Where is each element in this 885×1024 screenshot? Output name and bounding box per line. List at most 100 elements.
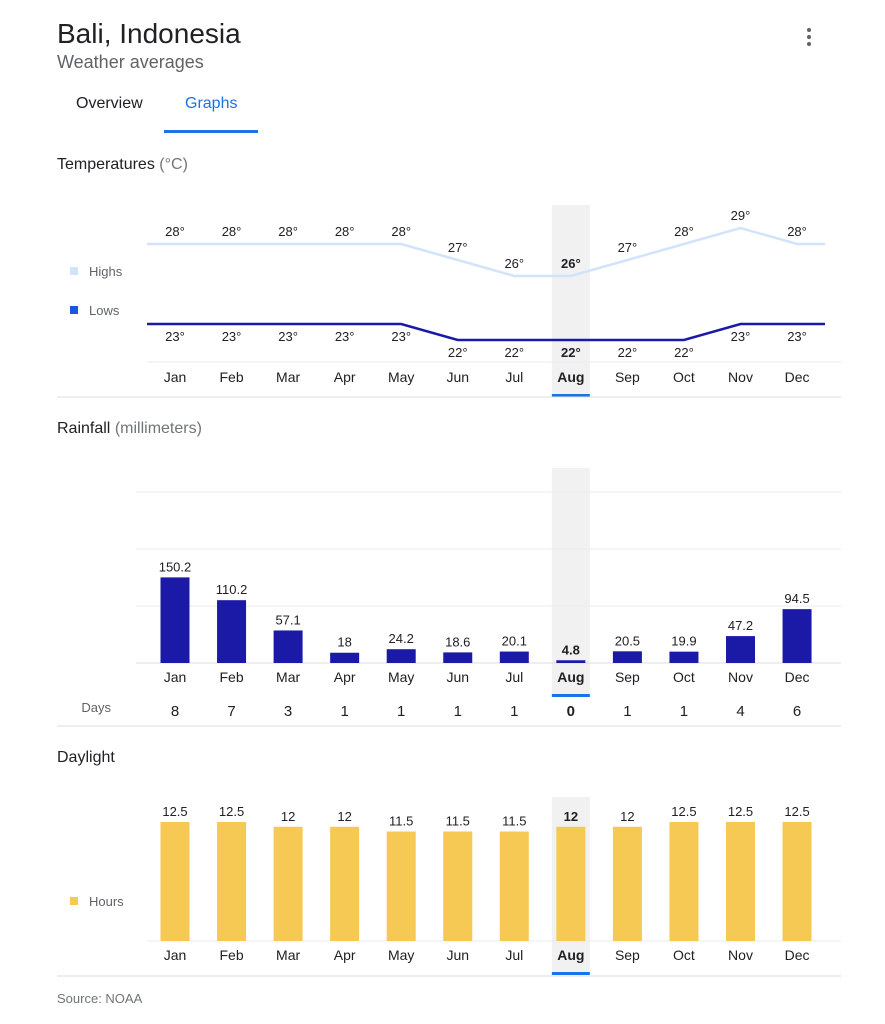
daylight-title: Daylight [57, 749, 115, 766]
daylight-month-aug: Aug [557, 947, 584, 963]
rain-month-oct: Oct [673, 669, 695, 685]
daylight-value-label: 12.5 [671, 804, 696, 819]
daylight-bar [556, 826, 586, 941]
rain-bar [782, 609, 812, 663]
temp-month-may: May [388, 369, 414, 385]
tab-overview[interactable]: Overview [76, 95, 143, 112]
high-label: 26° [561, 256, 581, 271]
highs-line [147, 226, 825, 278]
selected-month-indicator [551, 972, 590, 975]
temp-month-sep: Sep [615, 369, 640, 385]
selected-month-indicator [551, 694, 590, 697]
rain-bar [443, 652, 473, 663]
lows-line [147, 322, 825, 342]
temp-month-nov: Nov [728, 369, 753, 385]
daylight-month-jan: Jan [164, 947, 187, 963]
rain-month-nov: Nov [728, 669, 753, 685]
temp-month-jun: Jun [446, 369, 469, 385]
rain-days-label: Days [81, 700, 111, 715]
low-label: 22° [561, 345, 581, 360]
rain-bar [273, 630, 303, 663]
daylight-month-apr: Apr [334, 947, 356, 963]
low-label: 23° [391, 329, 411, 344]
rainfall-heading: Rainfall (millimeters) [57, 420, 202, 438]
rain-month-apr: Apr [334, 669, 356, 685]
temperatures-title: Temperatures [57, 156, 155, 173]
rain-days-value: 4 [736, 703, 744, 720]
high-label: 28° [674, 224, 694, 239]
temp-month-jul: Jul [505, 369, 523, 385]
daylight-heading: Daylight [57, 749, 115, 767]
daylight-value-label: 12 [564, 809, 578, 824]
daylight-bar [217, 822, 247, 941]
rain-value-label: 150.2 [159, 559, 192, 574]
rain-value-label: 20.5 [615, 633, 640, 648]
temp-month-mar: Mar [276, 369, 300, 385]
rain-days-value: 0 [567, 703, 575, 720]
highs-legend-label: Highs [89, 264, 123, 279]
high-label: 28° [278, 224, 298, 239]
rain-days-value: 1 [623, 703, 631, 720]
rain-value-label: 57.1 [275, 612, 300, 627]
selected-month-highlight [551, 205, 590, 394]
rain-month-dec: Dec [785, 669, 810, 685]
rain-value-label: 4.8 [562, 642, 580, 657]
daylight-bar [726, 822, 755, 941]
low-label: 23° [787, 329, 807, 344]
rain-value-label: 47.2 [728, 618, 753, 633]
rain-bar [217, 600, 247, 663]
low-label: 23° [222, 329, 242, 344]
rain-days-value: 1 [680, 703, 688, 720]
daylight-month-jun: Jun [446, 947, 469, 963]
high-label: 28° [787, 224, 807, 239]
high-label: 29° [731, 208, 751, 223]
rain-days-value: 1 [397, 703, 405, 720]
selected-month-indicator [551, 394, 590, 397]
high-label: 28° [335, 224, 355, 239]
rain-month-sep: Sep [615, 669, 640, 685]
rain-value-label: 19.9 [671, 634, 696, 649]
daylight-bar [330, 826, 360, 941]
low-label: 22° [448, 345, 468, 360]
high-label: 28° [165, 224, 185, 239]
daylight-month-jul: Jul [505, 947, 523, 963]
rain-month-jun: Jun [446, 669, 469, 685]
daylight-bar [386, 831, 416, 941]
rain-value-label: 110.2 [216, 582, 248, 597]
temp-month-oct: Oct [673, 369, 695, 385]
rain-bar [556, 660, 586, 663]
rain-days-value: 8 [171, 703, 179, 720]
daylight-value-label: 11.5 [446, 814, 470, 829]
lows-legend-label: Lows [89, 303, 120, 318]
rain-bar [612, 651, 642, 663]
temperatures-heading: Temperatures (°C) [57, 156, 188, 174]
low-label: 23° [165, 329, 185, 344]
more-vert-icon[interactable] [798, 28, 820, 52]
low-label: 23° [731, 329, 751, 344]
highs-legend-swatch [70, 267, 78, 275]
rain-days-value: 7 [227, 703, 235, 720]
low-label: 23° [278, 329, 298, 344]
low-label: 22° [504, 345, 524, 360]
daylight-bar [160, 822, 190, 941]
daylight-month-feb: Feb [219, 947, 243, 963]
rain-value-label: 24.2 [389, 631, 414, 646]
high-label: 27° [448, 240, 468, 255]
low-label: 23° [335, 329, 355, 344]
daylight-value-label: 12.5 [162, 804, 187, 819]
rain-month-feb: Feb [219, 669, 243, 685]
lows-legend-swatch [70, 306, 78, 314]
daylight-month-mar: Mar [276, 947, 300, 963]
hours-legend-label: Hours [89, 894, 124, 909]
source-note: Source: NOAA [57, 991, 143, 1006]
rain-bar [499, 651, 529, 663]
temp-month-apr: Apr [334, 369, 356, 385]
tab-graphs[interactable]: Graphs [185, 95, 238, 112]
rain-month-mar: Mar [276, 669, 300, 685]
daylight-value-label: 12.5 [728, 804, 753, 819]
rain-days-value: 1 [510, 703, 518, 720]
low-label: 22° [674, 345, 694, 360]
rain-bar [386, 649, 416, 663]
tab-selected-indicator [164, 130, 258, 133]
